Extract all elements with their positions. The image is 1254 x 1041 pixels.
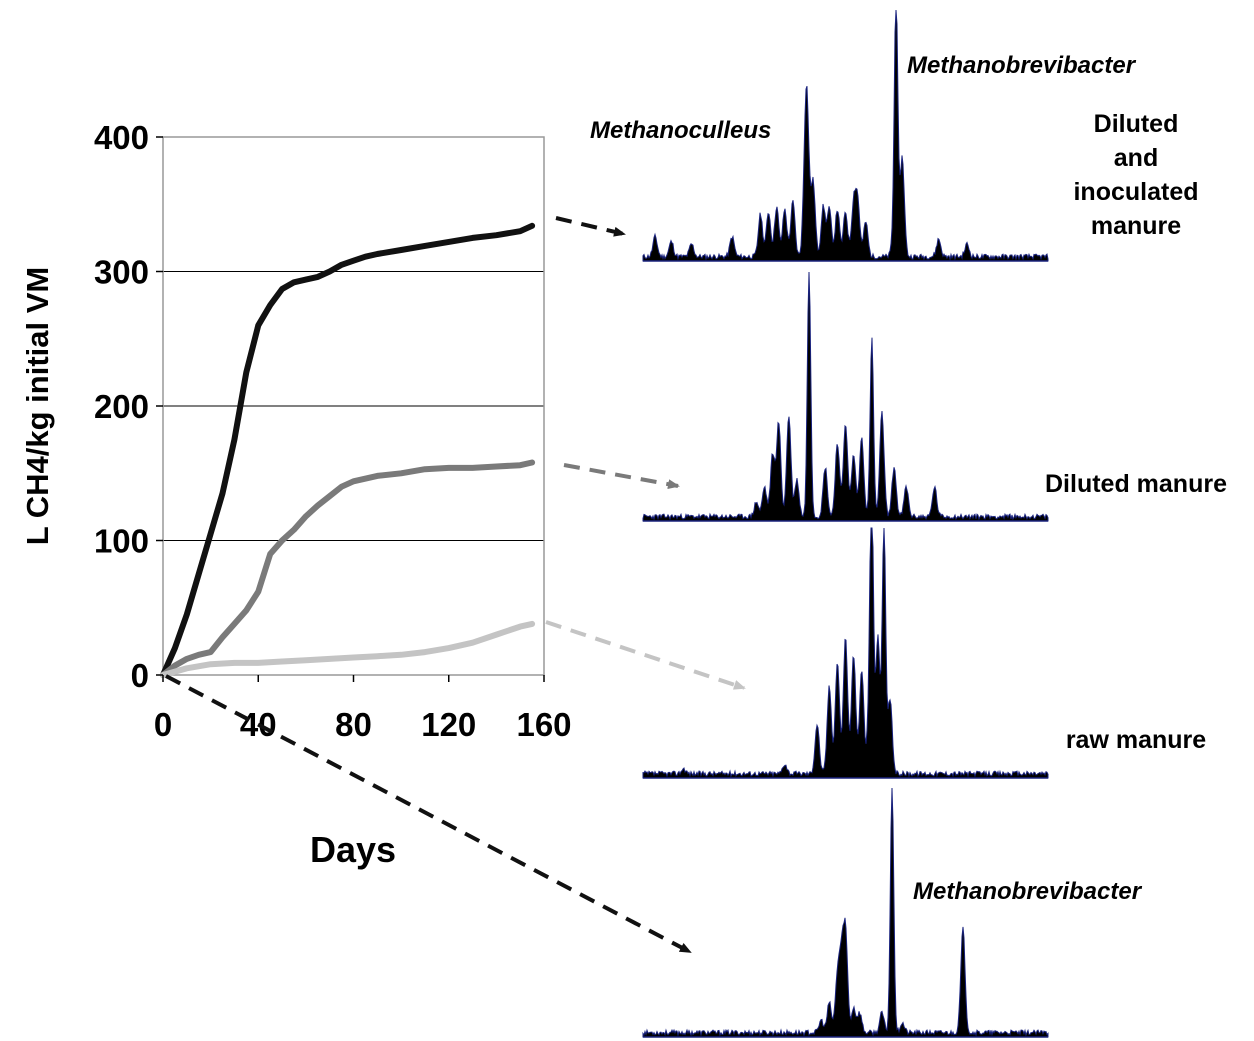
label-raw: raw manure: [1066, 726, 1206, 754]
series-line-2: [160, 459, 536, 678]
profile-diluted: [642, 271, 1049, 522]
label-inoculated-line-4: manure: [1091, 212, 1181, 240]
series-line-1: [160, 222, 536, 678]
x-tick-labels: 04080120160: [154, 675, 572, 743]
profile-inoculated: [642, 9, 1049, 262]
arrow-inoculum: [165, 674, 692, 954]
label-diluted: Diluted manure: [1045, 470, 1227, 498]
arrow-raw: [545, 620, 746, 690]
panel-labels: Diluted and inoculated manure Diluted ma…: [590, 52, 1227, 905]
arrow-inoculated: [555, 216, 626, 237]
x-tick-label: 120: [421, 706, 476, 743]
profile-inoculum: [642, 787, 1049, 1038]
electropherogram-trace: [642, 787, 1049, 1038]
arrow-diluted: [563, 463, 680, 490]
electropherogram-trace: [642, 9, 1049, 262]
electropherogram-trace: [642, 271, 1049, 522]
series-line-3: [160, 620, 536, 678]
y-tick-label: 0: [131, 657, 149, 694]
x-tick-label: 80: [335, 706, 372, 743]
y-tick-label: 400: [94, 119, 149, 156]
x-tick-label: 160: [516, 706, 571, 743]
label-inoculated-line-1: Diluted: [1094, 110, 1179, 138]
electropherogram-panels: [642, 9, 1049, 1038]
y-tick-label: 200: [94, 388, 149, 425]
label-inoculated-line-2: and: [1114, 144, 1158, 172]
x-axis-label: Days: [310, 829, 396, 870]
electropherogram-trace: [642, 527, 1049, 779]
y-tick-labels: 0 100 200 300 400: [94, 119, 163, 694]
x-tick-label: 0: [154, 706, 172, 743]
profile-raw: [642, 527, 1049, 779]
connector-arrows: [165, 216, 746, 954]
y-axis-label: L CH4/kg initial VM: [20, 267, 55, 545]
annotation-methanoculleus: Methanoculleus: [590, 117, 771, 144]
y-tick-label: 300: [94, 254, 149, 291]
series-lines: [160, 222, 536, 678]
y-tick-label: 100: [94, 523, 149, 560]
grid-lines: [163, 271, 544, 541]
label-inoculated-line-3: inoculated: [1073, 178, 1198, 206]
annotation-methanobrevibacter-top: Methanobrevibacter: [907, 52, 1137, 79]
annotation-methanobrevibacter-bottom: Methanobrevibacter: [913, 878, 1143, 905]
